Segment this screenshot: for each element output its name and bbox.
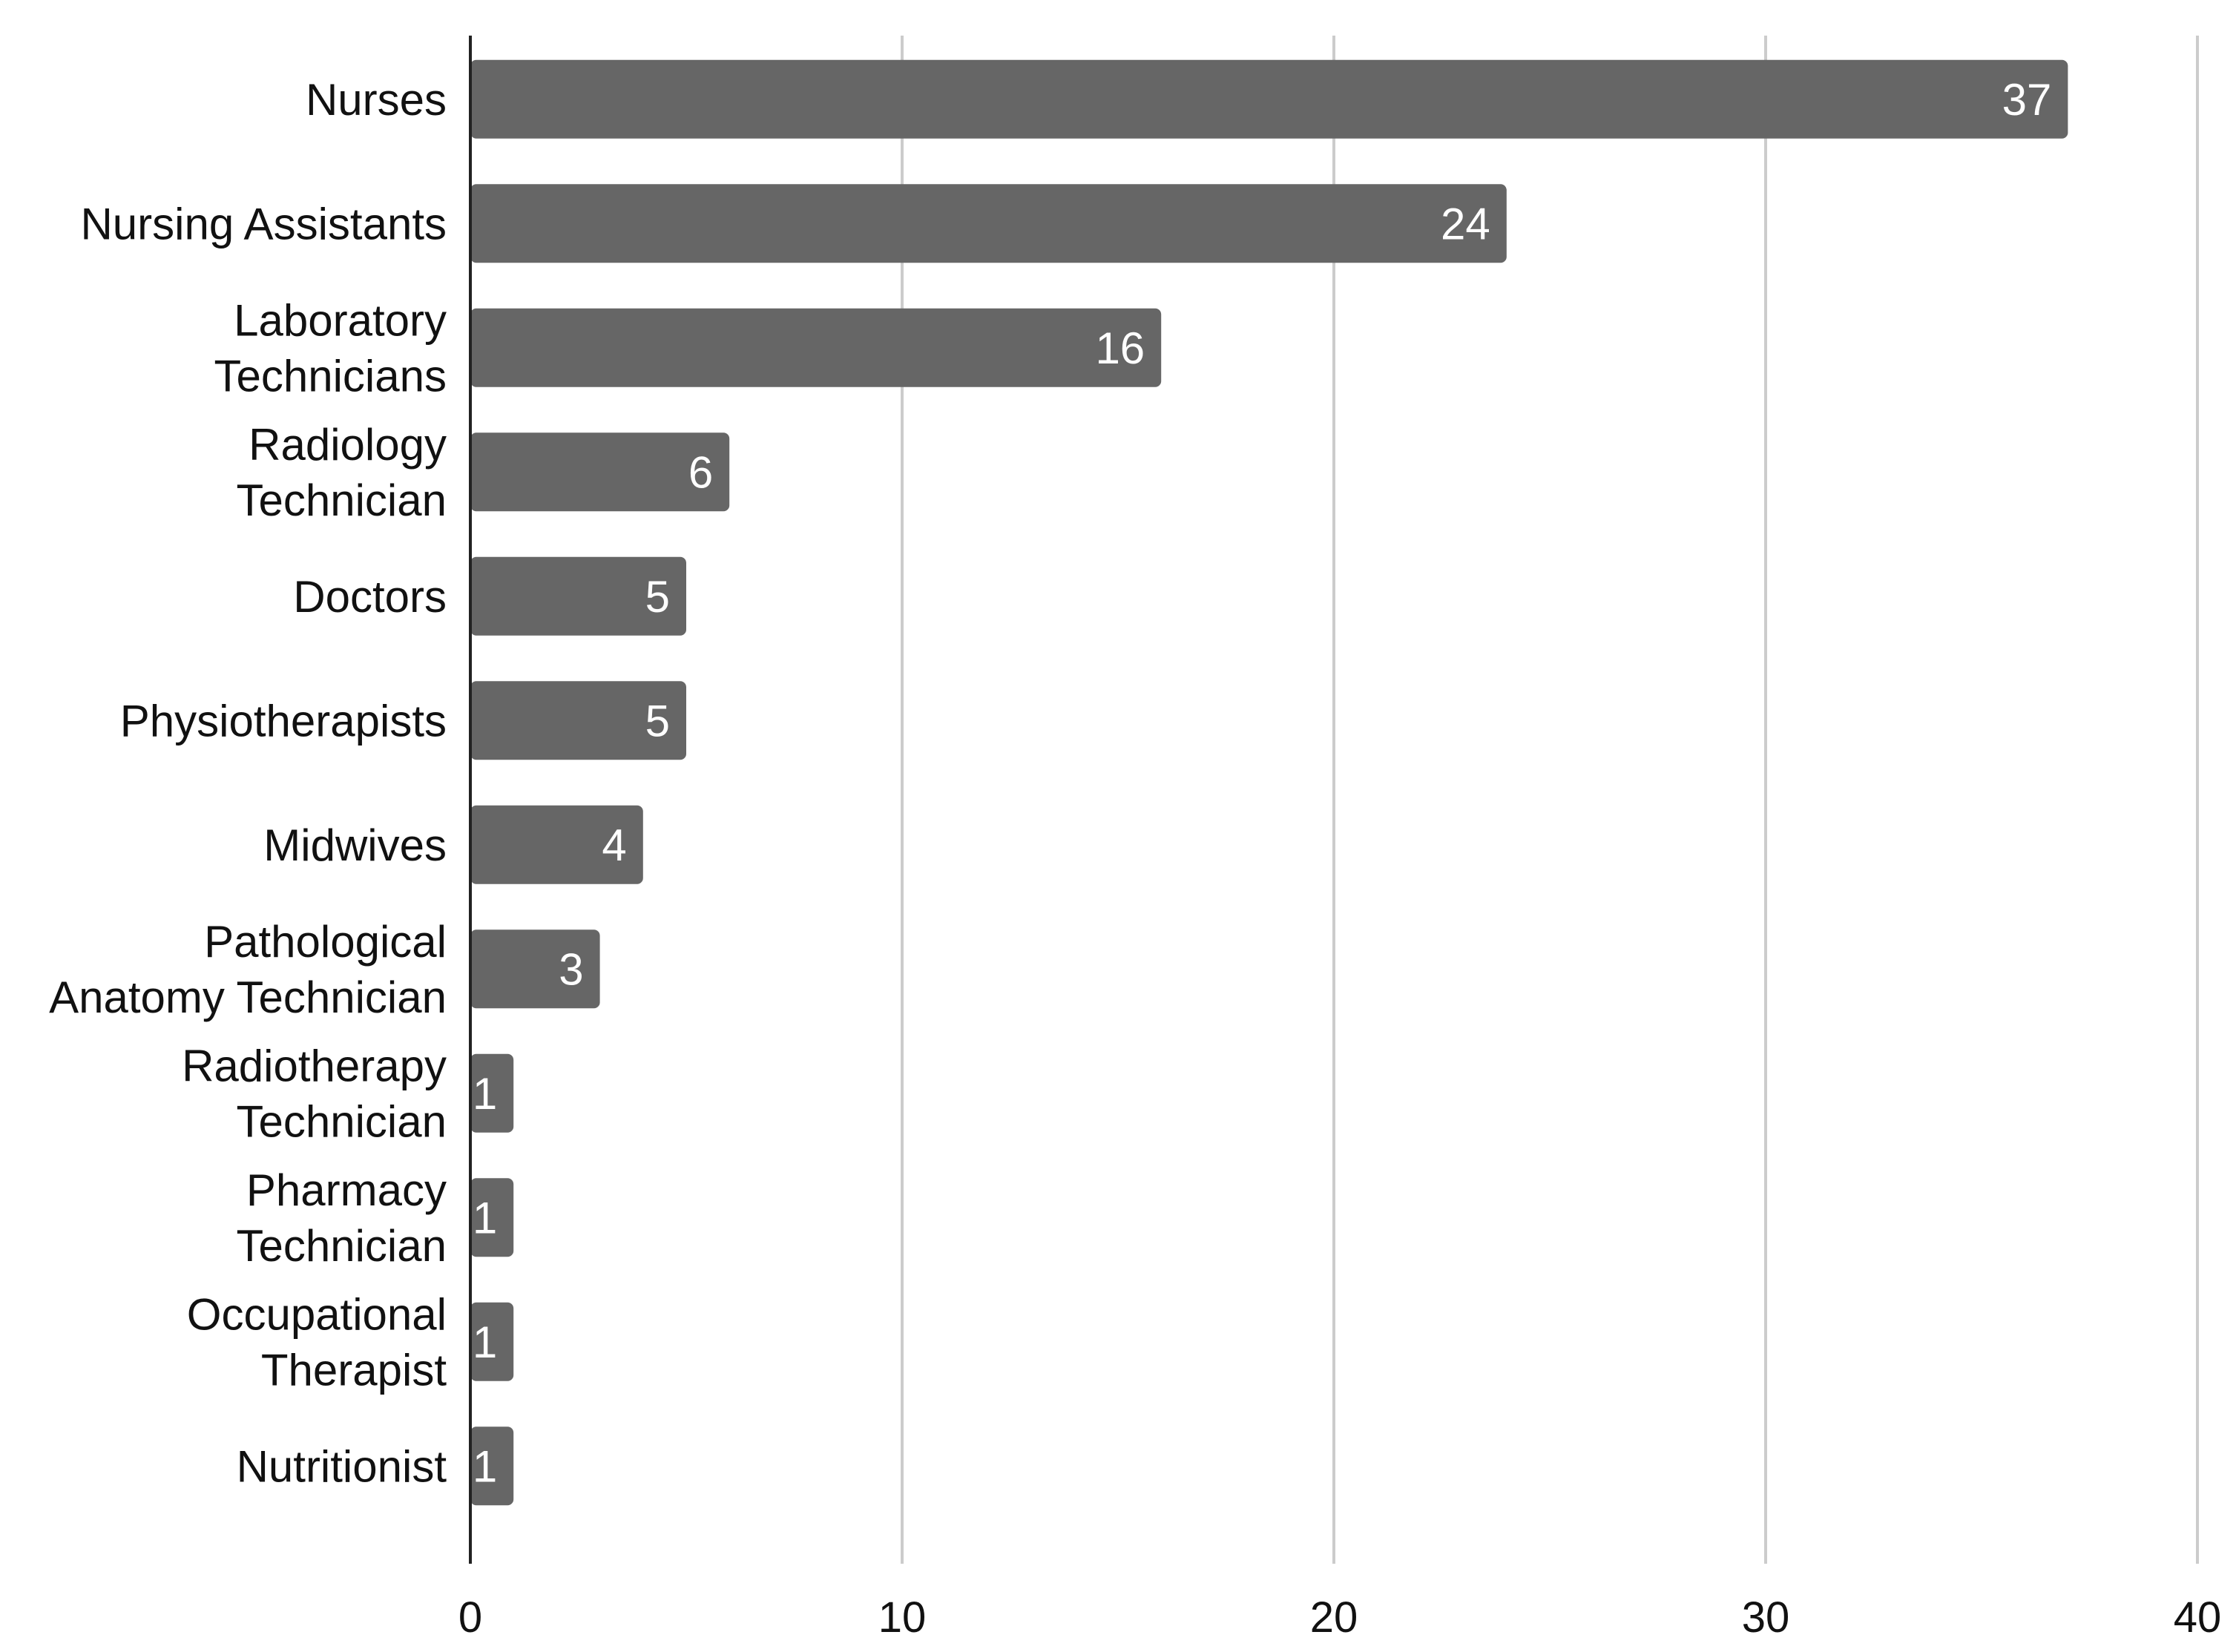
category-label: Occupational [187,1289,447,1339]
bar [470,308,1162,387]
data-label: 3 [559,944,583,994]
data-label: 1 [473,1317,497,1367]
x-tick-label: 10 [878,1593,927,1642]
bar [470,556,686,636]
category-label: Nursing Assistants [80,199,447,249]
data-label: 1 [473,1193,497,1243]
data-label: 1 [473,1441,497,1491]
data-label: 4 [602,820,626,870]
bar [470,184,1507,263]
bar [470,805,643,884]
category-label: Technician [236,475,447,525]
category-label: Anatomy Technician [49,973,447,1022]
category-label: Radiology [249,420,447,470]
data-label: 5 [645,572,670,622]
bar [470,929,600,1009]
category-label: Therapist [261,1345,447,1395]
data-label: 6 [688,447,713,497]
category-label: Doctors [293,572,447,622]
category-label: Pathological [204,917,447,967]
category-label: Technicians [214,351,447,401]
bar [470,1053,514,1133]
category-label: Physiotherapists [120,696,447,746]
bars [470,59,2068,1506]
category-label: Technician [236,1221,447,1271]
bar [470,1178,514,1257]
bar [470,681,686,760]
category-label: Technician [236,1096,447,1146]
data-label: 5 [645,696,670,746]
category-label: Laboratory [234,295,447,345]
x-tick-label: 0 [458,1593,482,1642]
category-label: Midwives [263,820,447,870]
category-label: Radiotherapy [182,1041,447,1090]
category-label: Nutritionist [237,1441,447,1491]
category-label: Pharmacy [246,1165,447,1215]
bar [470,59,2068,139]
category-label: Nurses [306,75,447,125]
data-label: 1 [473,1069,497,1119]
bar [470,432,730,512]
x-tick-label: 30 [1742,1593,1790,1642]
gridlines [901,36,2199,1564]
x-tick-label: 20 [1310,1593,1358,1642]
x-tick-label: 40 [2174,1593,2222,1642]
bar [470,1426,514,1506]
data-label: 24 [1441,199,1490,249]
data-label: 16 [1095,323,1145,373]
data-label: 37 [2002,75,2052,125]
bar [470,1302,514,1381]
